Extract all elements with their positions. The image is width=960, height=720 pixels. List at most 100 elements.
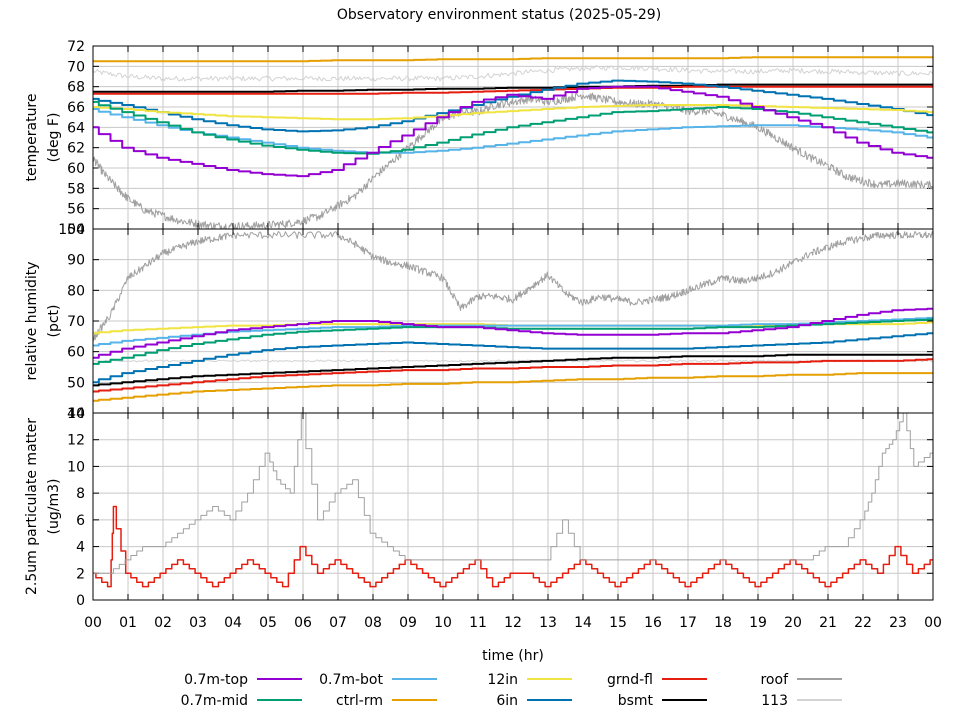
y-tick-label: 50 [67,375,85,391]
panel-temperature: 54 56 58 60 62 64 66 68 70 72 temperature (deg F) [24,39,934,238]
legend-entry-0.7m-mid: 0.7m-mid [181,693,302,709]
series-line-grnd-fl [93,358,933,393]
x-tick-label: 06 [294,615,312,631]
y-tick-label: 54 [67,222,85,238]
x-axis-label: time (hr) [482,648,544,664]
x-tick-label: 09 [399,615,417,631]
series-line-ctrl-rm [93,56,933,63]
x-tick-label: 16 [644,615,662,631]
x-tick-label: 01 [119,615,137,631]
x-tick-label: 11 [469,615,487,631]
legend-entry-6in: 6in [496,693,572,709]
x-tick-label: 17 [679,615,697,631]
y-tick-label: 4 [76,540,85,556]
x-tick-label: 18 [714,615,732,631]
series-line-grnd-fl [93,85,933,95]
series-line-6in [93,332,933,384]
y-tick-label: 80 [67,283,85,299]
chart-title: Observatory environment status (2025-05-… [337,7,661,23]
series-line-0.7m-mid [93,100,933,155]
y-tick-label: 0 [76,593,85,609]
series-group [93,56,933,229]
legend-label: 12in [487,672,518,688]
series-line-roof [93,92,933,229]
legend-entry-113: 113 [761,693,842,709]
legend-label: bsmt [618,693,654,709]
panel-humidity: 40 50 60 70 80 90 100 relative humidity (pct) [24,222,934,422]
y-axis-label: temperature [24,94,40,182]
x-tick-label: 22 [854,615,872,631]
x-tick-label: 00 [924,615,942,631]
y-axis-unit: (ug/m3) [46,479,62,535]
x-tick-label: 04 [224,615,242,631]
series-line-12in [93,104,933,121]
y-tick-label: 2 [76,566,85,582]
legend-label: ctrl-rm [336,693,383,709]
y-tick-label: 8 [76,486,85,502]
y-tick-label: 14 [67,406,85,422]
x-tick-label: 13 [539,615,557,631]
y-tick-label: 72 [67,39,85,55]
legend-entry-roof: roof [760,672,842,688]
x-tick-label: 10 [434,615,452,631]
x-tick-label: 07 [329,615,347,631]
y-tick-label: 66 [67,100,85,116]
y-tick-label: 40 [67,406,85,422]
legend-entry-grnd-fl: grnd-fl [607,672,707,688]
y-tick-label: 6 [76,513,85,529]
y-tick-label: 70 [67,59,85,75]
y-tick-label: 60 [67,345,85,361]
legend-entry-ctrl-rm: ctrl-rm [336,693,437,709]
x-tick-label: 03 [189,615,207,631]
x-tick-label: 14 [574,615,592,631]
series-line-6in [93,79,933,133]
x-tick-label: 05 [259,615,277,631]
panel-pm25: 0 2 4 6 8 10 12 14 2.5um particulate matter (ug/m… [24,406,934,609]
series-line-0.7m-top [93,85,933,178]
x-tick-label: 02 [154,615,172,631]
x-tick-label: 08 [364,615,382,631]
x-tick-label: 15 [609,615,627,631]
y-tick-label: 60 [67,161,85,177]
legend-label: 0.7m-mid [181,693,248,709]
y-tick-label: 64 [67,120,85,136]
series-group [93,231,933,402]
x-tick-label: 20 [784,615,802,631]
y-axis-label: relative humidity [24,261,40,380]
series-group [93,413,933,588]
x-tick-label: 19 [749,615,767,631]
legend-label: grnd-fl [607,672,653,688]
chart-legend: 0.7m-top 0.7m-mid 0.7m-bot ctrl-rm 12in 6in gr… [181,672,842,709]
y-axis-unit: (pct) [46,305,62,338]
y-axis-label: 2.5um particulate matter [24,418,40,595]
series-line-ctrl-rm [93,372,933,402]
series-line-113 [93,65,933,82]
x-tick-label: 12 [504,615,522,631]
y-tick-label: 100 [58,222,85,238]
x-tick-label: 00 [84,615,102,631]
legend-entry-0.7m-bot: 0.7m-bot [319,672,437,688]
legend-label: 6in [496,693,518,709]
series-line-roof [93,231,933,342]
legend-entry-0.7m-top: 0.7m-top [184,672,302,688]
series-line-0.7m-top [93,307,933,359]
legend-label: 0.7m-top [184,672,248,688]
series-line-roof [93,413,933,574]
x-tick-label: 23 [889,615,907,631]
y-tick-label: 58 [67,181,85,197]
y-tick-label: 10 [67,459,85,475]
y-tick-label: 56 [67,202,85,218]
y-tick-label: 62 [67,141,85,157]
series-line-bsmt [93,83,933,93]
legend-label: roof [760,672,789,688]
legend-entry-12in: 12in [487,672,572,688]
y-tick-label: 68 [67,80,85,96]
y-tick-label: 12 [67,433,85,449]
y-tick-label: 70 [67,314,85,330]
series-line-bsmt [93,353,933,387]
x-tick-label: 21 [819,615,837,631]
x-tick-labels: 00 01 02 03 04 05 06 07 08 09 10 11 12 13 14 15 16 17 18 19… [84,615,942,631]
legend-label: 0.7m-bot [319,672,383,688]
